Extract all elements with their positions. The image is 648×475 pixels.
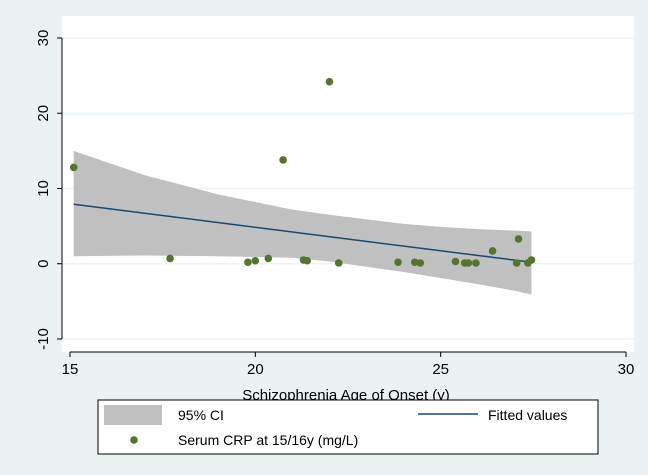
y-tick-label-1: 0 xyxy=(35,260,52,268)
data-point-16 xyxy=(472,259,480,267)
data-point-18 xyxy=(512,259,521,267)
y-tick-label-4: 30 xyxy=(35,30,52,47)
data-point-8 xyxy=(325,77,334,86)
data-point-15 xyxy=(464,259,473,267)
data-point-13 xyxy=(451,257,460,266)
x-tick-label-3: 30 xyxy=(618,361,635,378)
data-point-21 xyxy=(527,256,536,264)
data-point-9 xyxy=(334,259,343,267)
legend-label-ci: 95% CI xyxy=(178,407,224,423)
data-point-7 xyxy=(303,256,312,265)
x-tick-label-2: 25 xyxy=(432,361,449,378)
data-point-12 xyxy=(416,259,425,267)
ci-band xyxy=(73,150,532,295)
legend-box xyxy=(97,399,599,455)
fitted-line xyxy=(73,203,532,263)
legend-swatch-ci xyxy=(104,405,162,425)
data-point-1 xyxy=(166,254,174,263)
data-point-2 xyxy=(244,258,252,267)
y-tick-label-2: 10 xyxy=(35,180,52,197)
data-point-17 xyxy=(488,247,497,255)
x-tick-label-0: 15 xyxy=(62,361,79,378)
legend-label-fitted: Fitted values xyxy=(488,407,567,423)
x-tick-label-1: 20 xyxy=(247,361,264,378)
y-tick-label-3: 20 xyxy=(35,105,52,122)
data-point-11 xyxy=(410,258,419,267)
y-tick-label-0: -10 xyxy=(35,328,52,350)
legend: 95% CI Fitted values Serum CRP at 15/16y… xyxy=(97,399,599,455)
data-point-3 xyxy=(251,256,260,265)
data-point-4 xyxy=(264,254,273,263)
data-point-19 xyxy=(514,235,523,243)
data-point-5 xyxy=(279,156,287,164)
legend-swatch-point xyxy=(130,436,138,444)
data-point-10 xyxy=(394,258,402,267)
data-point-0 xyxy=(69,163,78,172)
legend-label-point: Serum CRP at 15/16y (mg/L) xyxy=(178,432,358,448)
